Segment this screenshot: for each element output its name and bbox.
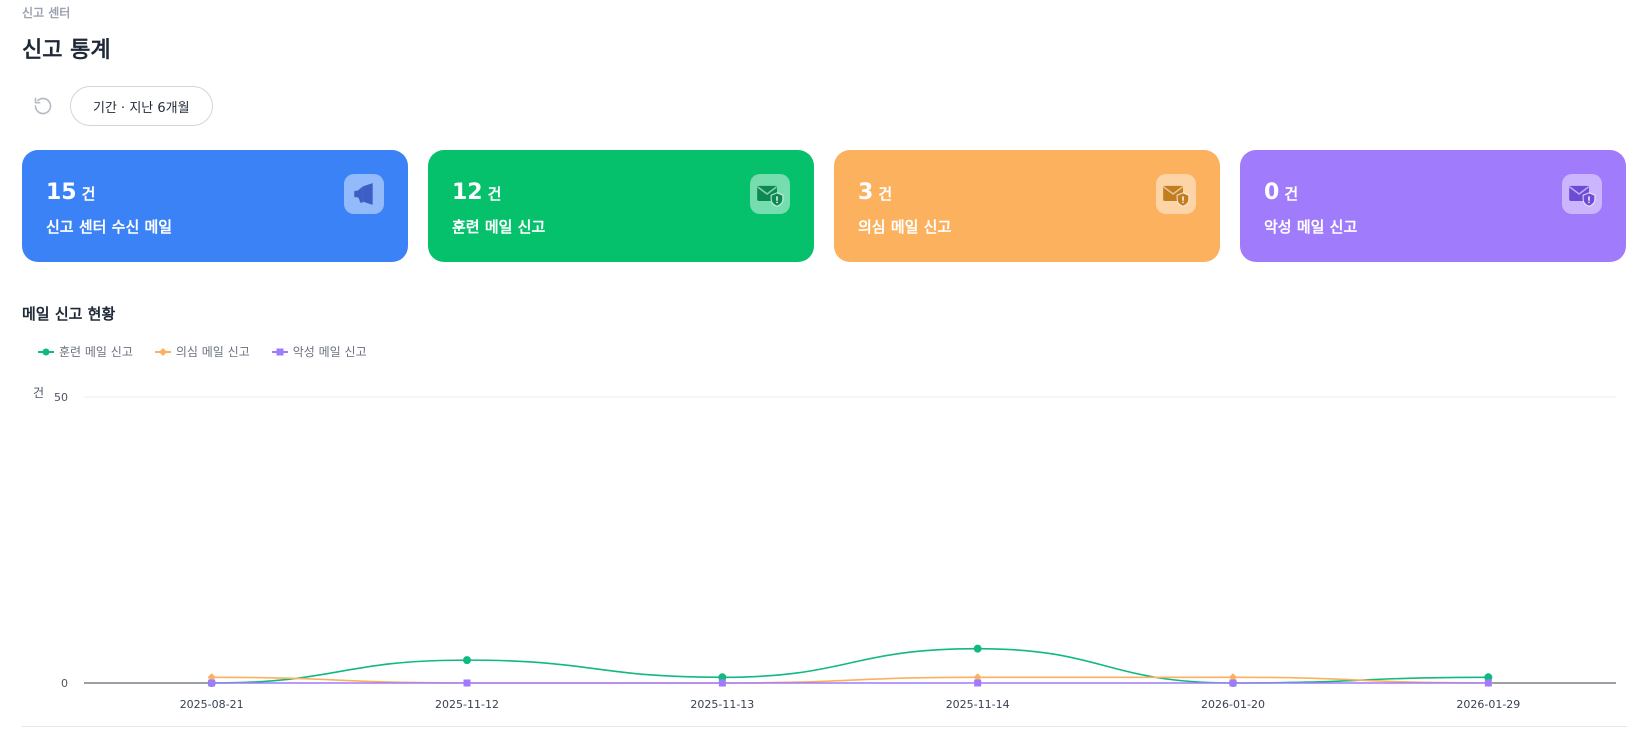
data-point bbox=[1229, 679, 1237, 687]
summary-cards: 15 건 신고 센터 수신 메일 12 건 훈련 메일 신고 bbox=[22, 150, 1626, 262]
card-received-mail[interactable]: 15 건 신고 센터 수신 메일 bbox=[22, 150, 408, 262]
legend-label: 훈련 메일 신고 bbox=[59, 345, 133, 359]
data-point bbox=[718, 673, 727, 682]
card-count: 15 건 bbox=[46, 180, 95, 205]
data-point bbox=[973, 673, 982, 682]
legend-item-suspicious[interactable]: 의심 메일 신고 bbox=[154, 343, 250, 360]
card-count-unit: 건 bbox=[81, 185, 96, 203]
page-title: 신고 통계 bbox=[22, 38, 111, 63]
card-count-value: 12 bbox=[452, 180, 483, 205]
legend-item-training[interactable]: 훈련 메일 신고 bbox=[38, 343, 133, 360]
period-filter-button[interactable]: 기간 · 지난 6개월 bbox=[70, 86, 213, 126]
refresh-icon bbox=[34, 97, 52, 115]
chart-legend: 훈련 메일 신고 의심 메일 신고 악성 메일 신고 bbox=[38, 343, 389, 360]
toolbar: 기간 · 지난 6개월 bbox=[30, 86, 213, 126]
x-tick-label: 2025-11-12 bbox=[435, 698, 499, 710]
legend-item-malicious[interactable]: 악성 메일 신고 bbox=[271, 343, 367, 360]
x-tick-label: 2025-11-13 bbox=[690, 698, 754, 710]
data-point bbox=[1229, 673, 1237, 682]
card-label: 의심 메일 신고 bbox=[858, 218, 952, 236]
x-tick-label: 2026-01-29 bbox=[1456, 698, 1520, 710]
mail-shield-icon bbox=[1156, 174, 1196, 214]
card-count: 0 건 bbox=[1264, 180, 1298, 205]
y-tick-label: 50 bbox=[54, 391, 68, 404]
data-point bbox=[973, 644, 982, 653]
card-count-unit: 건 bbox=[878, 185, 893, 203]
card-count-unit: 건 bbox=[487, 185, 502, 203]
y-tick-label: 0 bbox=[61, 677, 68, 690]
card-label: 훈련 메일 신고 bbox=[452, 218, 546, 236]
legend-marker-icon bbox=[271, 348, 288, 355]
y-axis-unit-label: 건 bbox=[33, 386, 44, 400]
card-count-value: 3 bbox=[858, 180, 874, 205]
card-count: 3 건 bbox=[858, 180, 892, 205]
card-count: 12 건 bbox=[452, 180, 501, 205]
legend-label: 의심 메일 신고 bbox=[175, 345, 250, 359]
x-tick-label: 2025-08-21 bbox=[180, 698, 244, 710]
card-label: 악성 메일 신고 bbox=[1264, 218, 1358, 236]
data-point bbox=[1484, 673, 1493, 682]
data-point bbox=[1484, 679, 1492, 687]
mail-shield-icon bbox=[1562, 174, 1602, 214]
report-line-chart: 건 0 50 2025-08-21 2025-11-12 2025-11-13 2025-1… bbox=[33, 386, 1616, 710]
data-point bbox=[718, 679, 726, 687]
data-point bbox=[207, 673, 216, 682]
card-suspicious-mail-report[interactable]: 3 건 의심 메일 신고 bbox=[834, 150, 1220, 262]
section-title: 메일 신고 현황 bbox=[22, 305, 116, 323]
data-point bbox=[208, 679, 216, 687]
legend-marker-icon bbox=[154, 347, 171, 356]
card-malicious-mail-report[interactable]: 0 건 악성 메일 신고 bbox=[1240, 150, 1626, 262]
card-count-value: 15 bbox=[46, 180, 77, 205]
card-count-value: 0 bbox=[1264, 180, 1280, 205]
refresh-button[interactable] bbox=[30, 93, 56, 119]
card-count-unit: 건 bbox=[1284, 185, 1299, 203]
x-tick-label: 2025-11-14 bbox=[946, 698, 1010, 710]
card-training-mail-report[interactable]: 12 건 훈련 메일 신고 bbox=[428, 150, 814, 262]
data-point bbox=[463, 656, 471, 665]
data-point bbox=[463, 679, 471, 687]
data-point bbox=[974, 679, 982, 687]
breadcrumb: 신고 센터 bbox=[22, 6, 71, 20]
legend-label: 악성 메일 신고 bbox=[292, 345, 367, 359]
legend-marker-icon bbox=[38, 348, 54, 355]
divider bbox=[22, 726, 1627, 727]
mail-shield-icon bbox=[750, 174, 790, 214]
x-tick-label: 2026-01-20 bbox=[1201, 698, 1265, 710]
megaphone-icon bbox=[344, 174, 384, 214]
card-label: 신고 센터 수신 메일 bbox=[46, 218, 173, 236]
